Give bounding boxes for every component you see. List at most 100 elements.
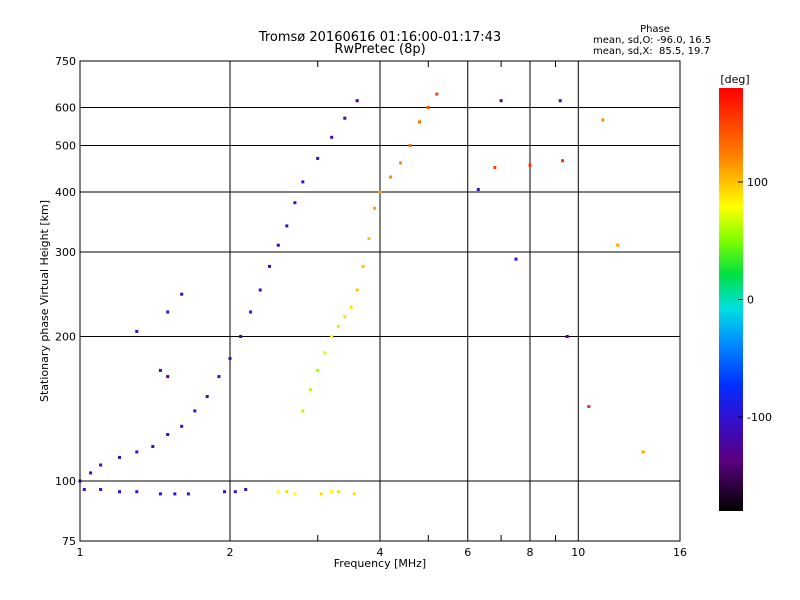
x-tick-label: 6 (464, 546, 471, 559)
x-tick-label: 10 (571, 546, 585, 559)
scatter-point (89, 471, 93, 475)
scatter-point (361, 264, 365, 268)
scatter-point (258, 288, 262, 292)
scatter-point (316, 368, 320, 372)
scatter-point (166, 375, 170, 379)
scatter-point (408, 144, 412, 147)
x-tick-label: 1 (77, 546, 84, 559)
scatter-point (336, 490, 340, 494)
x-tick-label: 8 (527, 546, 534, 559)
scatter-point (373, 206, 376, 210)
scatter-point (641, 450, 645, 454)
scatter-point (330, 490, 334, 494)
scatter-point (268, 264, 271, 268)
scatter-point (426, 106, 430, 109)
scatter-point (135, 329, 139, 333)
scatter-point (205, 395, 209, 398)
scatter-point (308, 388, 312, 392)
colorbar-label: [deg] (720, 73, 749, 86)
y-tick-label: 75 (62, 535, 76, 548)
scatter-point (173, 492, 177, 496)
y-tick-label: 400 (55, 186, 76, 199)
scatter-point (601, 118, 605, 122)
scatter-points (78, 92, 645, 496)
chart-title: Tromsø 20160616 01:16:00-01:17:43 (258, 30, 501, 45)
scatter-point (223, 490, 226, 494)
scatter-point (367, 237, 371, 241)
scatter-point (99, 463, 103, 467)
scatter-point (316, 156, 320, 160)
x-tick-label: 4 (377, 546, 384, 559)
scatter-point (118, 455, 121, 459)
scatter-point (301, 180, 305, 184)
y-tick-label: 100 (55, 475, 76, 488)
scatter-point (158, 368, 162, 372)
scatter-point (158, 492, 162, 496)
plot-frame (79, 60, 681, 542)
scatter-point (352, 492, 356, 496)
y-tick-label: 750 (55, 55, 76, 68)
scatter-point (389, 175, 393, 179)
scatter-point (249, 310, 253, 314)
scatter-point (135, 490, 139, 494)
scatter-point (355, 99, 359, 103)
scatter-point (476, 188, 480, 191)
scatter-point (193, 409, 197, 413)
scatter-point (293, 201, 297, 205)
scatter-point (285, 490, 289, 494)
scatter-point (499, 99, 503, 103)
scatter-point (528, 163, 532, 167)
phase-x-stats: mean, sd,X: 85.5, 19.7 (593, 46, 710, 57)
scatter-point (228, 357, 232, 360)
scatter-point (558, 99, 562, 103)
scatter-point (343, 116, 347, 120)
chart-subtitle: RwPretec (8p) (334, 42, 425, 57)
scatter-point (151, 445, 155, 448)
y-tick-label: 500 (55, 140, 76, 153)
scatter-point (186, 492, 190, 496)
scatter-point (330, 135, 334, 139)
scatter-point (276, 490, 280, 494)
scatter-point (399, 161, 403, 165)
scatter-point (276, 243, 280, 247)
scatter-point (493, 166, 497, 169)
scatter-point (293, 492, 297, 496)
scatter-point (217, 375, 221, 379)
scatter-point (244, 488, 248, 491)
scatter-point (343, 315, 347, 319)
colorbar-tick-label: -100 (747, 411, 772, 424)
grid-lines (80, 61, 680, 541)
x-tick-label: 2 (227, 546, 234, 559)
scatter-point (319, 492, 323, 496)
scatter-point (166, 310, 170, 314)
scatter-point (301, 409, 305, 413)
phase-o-stats: mean, sd,O: -96.0, 16.5 (593, 35, 711, 46)
scatter-point (565, 335, 569, 338)
scatter-point (135, 450, 139, 454)
colorbar-tick-label: 0 (747, 294, 754, 307)
scatter-point (587, 405, 591, 408)
y-axis: 75 100 200 300 400 500 600 750 (55, 55, 76, 548)
x-axis-label: Frequency [MHz] (334, 557, 426, 570)
scatter-point (349, 305, 353, 309)
scatter-point (180, 424, 184, 428)
x-tick-label: 16 (673, 546, 687, 559)
scatter-point (418, 120, 421, 124)
y-axis-label: Stationary phase Virtual Height [km] (38, 200, 51, 402)
phase-heading: Phase (640, 24, 670, 35)
scatter-point (355, 288, 359, 292)
scatter-point (99, 488, 103, 491)
scatter-point (166, 433, 170, 436)
scatter-point (330, 335, 334, 338)
y-tick-label: 200 (55, 331, 76, 344)
scatter-point (233, 490, 237, 494)
colorbar-tick-label: 100 (747, 176, 768, 189)
scatter-point (180, 292, 184, 296)
scatter-point (336, 324, 340, 328)
x-axis: 1 2 4 6 8 10 16 (77, 61, 687, 559)
scatter-point (435, 92, 439, 96)
scatter-point (514, 257, 518, 261)
scatter-point (118, 490, 121, 494)
scatter-point (285, 224, 289, 228)
